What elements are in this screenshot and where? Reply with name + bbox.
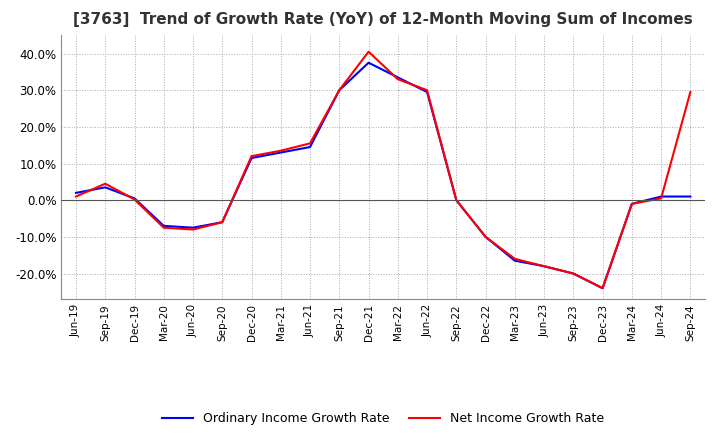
Net Income Growth Rate <box>276 148 285 154</box>
Net Income Growth Rate <box>306 141 315 146</box>
Ordinary Income Growth Rate <box>598 286 607 291</box>
Net Income Growth Rate <box>540 264 549 269</box>
Net Income Growth Rate <box>101 181 109 187</box>
Net Income Growth Rate <box>423 88 431 93</box>
Title: [3763]  Trend of Growth Rate (YoY) of 12-Month Moving Sum of Incomes: [3763] Trend of Growth Rate (YoY) of 12-… <box>73 12 693 27</box>
Ordinary Income Growth Rate <box>510 258 519 263</box>
Ordinary Income Growth Rate <box>101 185 109 190</box>
Net Income Growth Rate <box>364 49 373 54</box>
Ordinary Income Growth Rate <box>218 220 227 225</box>
Ordinary Income Growth Rate <box>540 264 549 269</box>
Ordinary Income Growth Rate <box>247 155 256 161</box>
Ordinary Income Growth Rate <box>72 190 81 195</box>
Ordinary Income Growth Rate <box>657 194 665 199</box>
Net Income Growth Rate <box>394 77 402 82</box>
Ordinary Income Growth Rate <box>335 88 343 93</box>
Net Income Growth Rate <box>130 197 139 202</box>
Ordinary Income Growth Rate <box>276 150 285 155</box>
Ordinary Income Growth Rate <box>481 234 490 239</box>
Net Income Growth Rate <box>335 88 343 93</box>
Ordinary Income Growth Rate <box>159 223 168 228</box>
Net Income Growth Rate <box>569 271 577 276</box>
Ordinary Income Growth Rate <box>364 60 373 65</box>
Ordinary Income Growth Rate <box>423 89 431 95</box>
Ordinary Income Growth Rate <box>306 144 315 150</box>
Ordinary Income Growth Rate <box>452 198 461 203</box>
Ordinary Income Growth Rate <box>686 194 695 199</box>
Ordinary Income Growth Rate <box>569 271 577 276</box>
Ordinary Income Growth Rate <box>130 196 139 201</box>
Ordinary Income Growth Rate <box>394 75 402 80</box>
Ordinary Income Growth Rate <box>628 201 636 206</box>
Net Income Growth Rate <box>218 220 227 225</box>
Net Income Growth Rate <box>510 256 519 261</box>
Net Income Growth Rate <box>247 154 256 159</box>
Net Income Growth Rate <box>657 196 665 201</box>
Line: Ordinary Income Growth Rate: Ordinary Income Growth Rate <box>76 62 690 288</box>
Line: Net Income Growth Rate: Net Income Growth Rate <box>76 51 690 288</box>
Net Income Growth Rate <box>72 194 81 199</box>
Net Income Growth Rate <box>628 201 636 206</box>
Net Income Growth Rate <box>452 198 461 203</box>
Ordinary Income Growth Rate <box>189 225 197 231</box>
Net Income Growth Rate <box>189 227 197 232</box>
Net Income Growth Rate <box>159 225 168 231</box>
Net Income Growth Rate <box>598 286 607 291</box>
Net Income Growth Rate <box>481 234 490 239</box>
Net Income Growth Rate <box>686 89 695 95</box>
Legend: Ordinary Income Growth Rate, Net Income Growth Rate: Ordinary Income Growth Rate, Net Income … <box>157 407 609 430</box>
